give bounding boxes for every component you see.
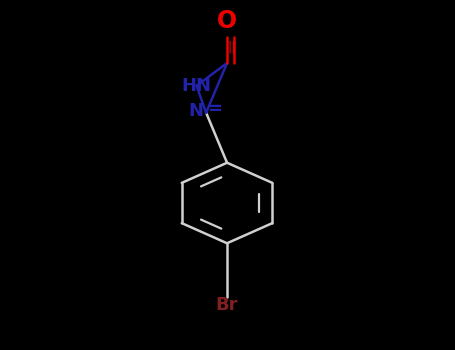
Text: O: O <box>217 9 237 33</box>
Text: HN: HN <box>182 77 212 95</box>
Text: ||: || <box>228 41 236 54</box>
Text: Br: Br <box>216 295 238 314</box>
Text: N: N <box>188 102 203 120</box>
Text: =: = <box>207 100 222 118</box>
